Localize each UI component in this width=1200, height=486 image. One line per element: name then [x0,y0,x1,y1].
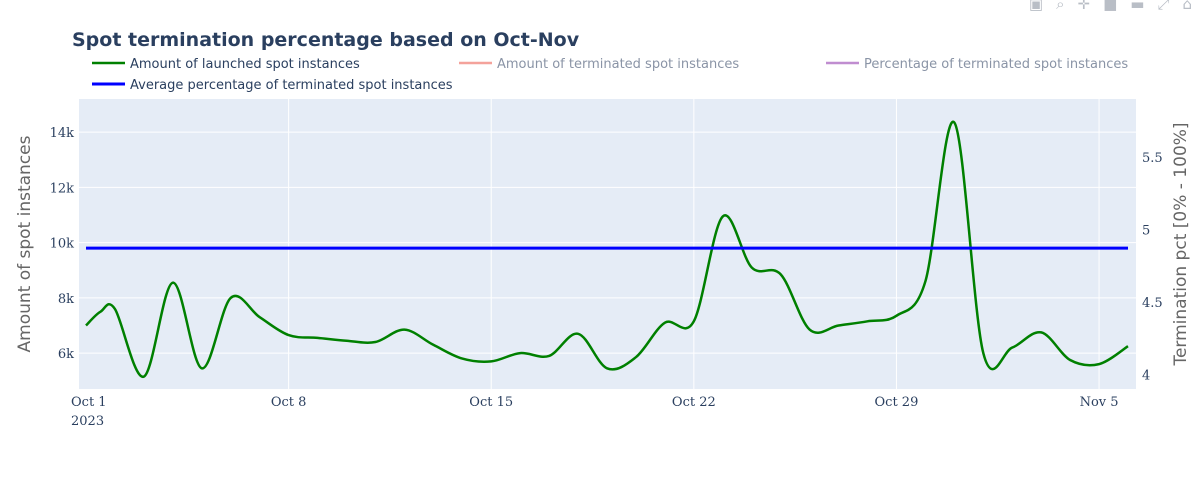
series-line-0 [85,120,1129,378]
y-axis-title: Amount of spot instances [15,135,35,352]
x-tick-label: Oct 15 [469,395,513,410]
series-layer [85,120,1129,378]
x-tick-label: Oct 8 [271,395,307,410]
legend: Amount of launched spot instances Amount … [92,57,1128,93]
legend-label: Amount of terminated spot instances [497,57,739,72]
plot-area [79,99,1136,389]
legend-item[interactable]: Amount of terminated spot instances [459,57,739,72]
y2-tick-label: 4 [1142,369,1150,384]
x-tick-label: Oct 29 [875,395,919,410]
y2-axis-title: Termination pct [0% - 100%] [1171,122,1191,366]
legend-item[interactable]: Amount of launched spot instances [92,57,360,72]
y-tick-label: 8k [58,292,74,307]
y-axis-left: 6k 8k 10k 12k 14k [50,126,75,362]
zoom-icon[interactable]: ⌕ [1056,0,1065,13]
legend-item[interactable]: Percentage of terminated spot instances [826,57,1128,72]
x-tick-label: Oct 1 [71,395,107,410]
zoom-out-icon[interactable]: ▬ [1130,0,1145,13]
y2-tick-label: 5.5 [1142,151,1163,166]
y-tick-label: 14k [50,126,75,141]
legend-label: Amount of launched spot instances [130,57,360,72]
modebar: ▣ ⌕ ✛ ■ ▬ ⤢ ⌂ [1016,0,1192,13]
y-tick-label: 6k [58,347,74,362]
camera-icon[interactable]: ▣ [1028,0,1044,13]
legend-label: Average percentage of terminated spot in… [130,78,453,93]
x-tick-label: Nov 5 [1080,395,1119,410]
y-axis-right: 4 4.5 5 5.5 [1142,151,1163,384]
zoom-in-icon[interactable]: ■ [1103,0,1118,13]
gridlines [79,99,1136,389]
home-icon[interactable]: ⌂ [1182,0,1192,13]
chart-title: Spot termination percentage based on Oct… [72,29,580,51]
y-tick-label: 10k [50,237,75,252]
y-tick-label: 12k [50,181,75,196]
legend-item[interactable]: Average percentage of terminated spot in… [92,78,453,93]
x-tick-label: Oct 22 [672,395,716,410]
autoscale-icon[interactable]: ⤢ [1157,0,1170,13]
y2-tick-label: 5 [1142,224,1150,239]
legend-label: Percentage of terminated spot instances [864,57,1128,72]
y2-tick-label: 4.5 [1142,296,1163,311]
x-axis: Oct 1 Oct 8 Oct 15 Oct 22 Oct 29 Nov 5 2023 [71,395,1119,429]
x-tick-year: 2023 [71,414,104,429]
pan-icon[interactable]: ✛ [1077,0,1091,13]
